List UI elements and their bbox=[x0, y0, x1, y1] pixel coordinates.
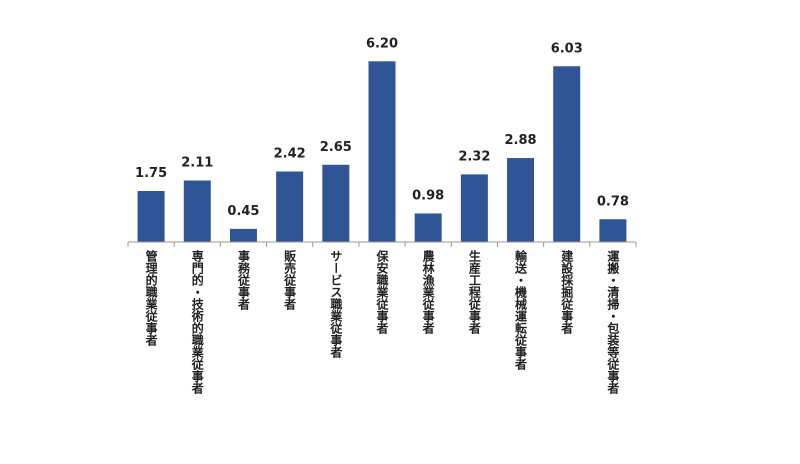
x-tick-label: 生産工程従事者 bbox=[467, 249, 481, 335]
value-label: 2.11 bbox=[181, 156, 213, 171]
bar bbox=[553, 66, 581, 242]
bar bbox=[276, 171, 304, 242]
bar bbox=[599, 219, 627, 242]
value-label: 0.45 bbox=[227, 204, 259, 219]
x-tick-label: 運搬・清掃・包装等従事者 bbox=[606, 250, 620, 395]
bar bbox=[322, 164, 350, 242]
x-tick-label: 農林漁業従事者 bbox=[421, 249, 435, 335]
bar bbox=[183, 180, 211, 242]
value-label: 1.75 bbox=[135, 166, 167, 181]
bar bbox=[229, 228, 257, 242]
bar bbox=[368, 61, 396, 242]
bar bbox=[507, 158, 535, 242]
x-tick-label: 輸送・機械運転従事者 bbox=[514, 249, 528, 371]
x-tick-label: 専門的・技術的職業従事者 bbox=[190, 249, 204, 395]
bar bbox=[460, 174, 488, 242]
value-label: 0.98 bbox=[412, 188, 444, 203]
bar bbox=[414, 213, 442, 242]
value-label: 0.78 bbox=[597, 194, 629, 209]
bar bbox=[137, 191, 165, 242]
value-label: 2.65 bbox=[320, 140, 352, 155]
value-label: 2.42 bbox=[274, 146, 306, 161]
x-tick-label: サービス職業従事者 bbox=[329, 250, 343, 359]
x-tick-label: 管理的職業従事者 bbox=[144, 249, 158, 347]
value-label: 2.88 bbox=[505, 133, 537, 148]
x-tick-label: 建設採掘従事者 bbox=[560, 249, 574, 335]
x-tick-label: 事務従事者 bbox=[236, 249, 250, 311]
value-label: 2.32 bbox=[458, 149, 490, 164]
value-label: 6.20 bbox=[366, 36, 398, 51]
value-label: 6.03 bbox=[551, 41, 583, 56]
x-tick-label: 販売従事者 bbox=[283, 249, 297, 311]
x-tick-label: 保安職業従事者 bbox=[375, 249, 389, 335]
